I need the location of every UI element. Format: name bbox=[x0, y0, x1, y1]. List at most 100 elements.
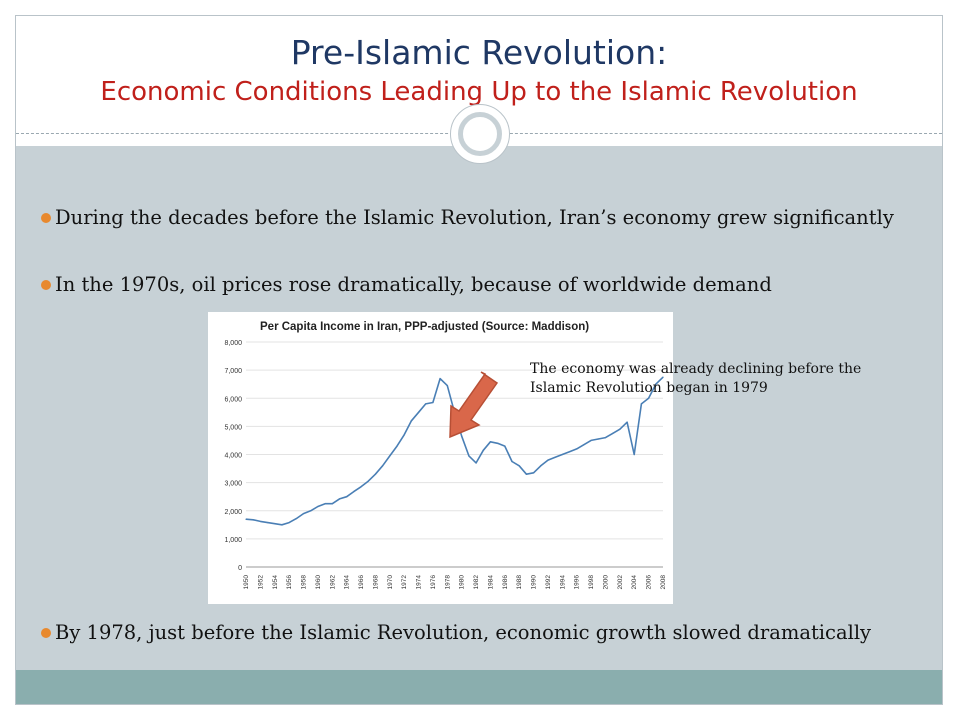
data-point bbox=[568, 451, 571, 453]
y-tick-label: 0 bbox=[238, 565, 242, 572]
data-point bbox=[252, 519, 254, 521]
x-tick-label: 2002 bbox=[617, 575, 624, 590]
x-tick-label: 1998 bbox=[588, 575, 595, 590]
data-point bbox=[554, 456, 556, 458]
data-point bbox=[331, 503, 333, 505]
data-point bbox=[511, 460, 513, 463]
data-point bbox=[382, 465, 384, 467]
data-point bbox=[475, 462, 477, 464]
x-tick-label: 1978 bbox=[444, 575, 451, 590]
data-point bbox=[525, 473, 527, 475]
x-tick-label: 1992 bbox=[545, 575, 552, 590]
data-point bbox=[295, 518, 297, 520]
x-tick-label: 1960 bbox=[315, 575, 322, 590]
x-tick-label: 1956 bbox=[286, 575, 293, 590]
data-point bbox=[640, 403, 643, 405]
title-area: Pre-Islamic Revolution: Economic Conditi… bbox=[15, 15, 943, 135]
data-point bbox=[532, 472, 535, 474]
y-tick-label: 6,000 bbox=[224, 396, 242, 403]
x-tick-label: 1990 bbox=[531, 575, 538, 590]
data-point bbox=[662, 376, 664, 378]
data-point bbox=[245, 518, 247, 520]
circle-ornament-icon bbox=[450, 104, 510, 164]
x-tick-label: 1970 bbox=[387, 575, 394, 590]
data-point bbox=[648, 397, 650, 399]
chart-title: Per Capita Income in Iran, PPP-adjusted … bbox=[260, 321, 589, 333]
data-point bbox=[504, 445, 506, 447]
bullet-text: By 1978, just before the Islamic Revolut… bbox=[55, 621, 872, 644]
data-point bbox=[633, 453, 635, 456]
slide-title: Pre-Islamic Revolution: bbox=[290, 33, 668, 72]
bullet-item: During the decades before the Islamic Re… bbox=[41, 205, 923, 231]
y-tick-label: 8,000 bbox=[224, 340, 242, 347]
series-line bbox=[245, 376, 664, 526]
x-tick-label: 1972 bbox=[401, 575, 408, 590]
bullet-marker-icon bbox=[41, 628, 51, 638]
x-tick-label: 1962 bbox=[329, 575, 336, 590]
chart-annotation: The economy was already declining before… bbox=[530, 361, 862, 396]
y-tick-label: 1,000 bbox=[224, 537, 242, 544]
ornament-ring bbox=[458, 112, 502, 156]
data-point bbox=[446, 384, 448, 387]
bullet-marker-icon bbox=[41, 213, 51, 223]
footer-band bbox=[16, 670, 942, 704]
data-point bbox=[626, 421, 628, 423]
data-point bbox=[403, 434, 405, 436]
x-tick-label: 1952 bbox=[257, 575, 264, 590]
y-tick-label: 5,000 bbox=[224, 424, 242, 431]
x-tick-label: 1988 bbox=[516, 575, 523, 590]
data-point bbox=[367, 480, 369, 482]
data-point bbox=[497, 442, 499, 444]
data-point bbox=[281, 524, 283, 526]
y-tick-label: 4,000 bbox=[224, 453, 242, 460]
x-tick-label: 1976 bbox=[430, 575, 437, 590]
x-tick-label: 1996 bbox=[574, 575, 581, 590]
data-point bbox=[655, 383, 657, 385]
x-tick-label: 1950 bbox=[243, 575, 250, 590]
data-point bbox=[360, 486, 362, 488]
x-tick-label: 2004 bbox=[631, 575, 638, 590]
x-tick-label: 1964 bbox=[344, 575, 351, 590]
bullet-text: In the 1970s, oil prices rose dramatical… bbox=[55, 273, 772, 296]
x-tick-label: 1954 bbox=[272, 575, 279, 590]
data-point bbox=[317, 505, 319, 508]
data-point bbox=[259, 520, 261, 523]
data-point bbox=[346, 496, 348, 498]
income-chart: Per Capita Income in Iran, PPP-adjusted … bbox=[208, 312, 673, 604]
y-tick-label: 3,000 bbox=[224, 481, 242, 488]
data-point bbox=[489, 441, 492, 443]
data-point bbox=[561, 453, 563, 456]
x-tick-label: 1966 bbox=[358, 575, 365, 590]
data-point bbox=[266, 521, 269, 524]
chart-svg: Per Capita Income in Iran, PPP-adjusted … bbox=[224, 321, 667, 590]
x-tick-label: 2008 bbox=[660, 575, 667, 590]
y-tick-label: 2,000 bbox=[224, 509, 242, 516]
x-tick-label: 1958 bbox=[301, 575, 308, 590]
data-point bbox=[604, 437, 607, 439]
y-axis-ticks: 0 1,000 2,000 3,000 4,000 5,000 6,000 7,000 8,00… bbox=[224, 340, 242, 572]
bullet-text: During the decades before the Islamic Re… bbox=[55, 206, 894, 229]
y-tick-label: 7,000 bbox=[224, 368, 242, 375]
bullet-marker-icon bbox=[41, 280, 51, 290]
data-point bbox=[324, 503, 326, 505]
data-point bbox=[274, 523, 276, 525]
data-point bbox=[482, 449, 484, 451]
data-point bbox=[583, 444, 585, 446]
data-point bbox=[417, 411, 420, 413]
data-point bbox=[468, 455, 470, 457]
data-point bbox=[547, 459, 549, 461]
x-tick-label: 1982 bbox=[473, 575, 480, 590]
data-point bbox=[288, 521, 290, 524]
x-axis-ticks: 1950 1952 1954 1956 1958 1960 1962 1964 1966 1968… bbox=[243, 575, 667, 590]
data-point bbox=[576, 448, 578, 450]
data-point bbox=[597, 438, 599, 440]
data-point bbox=[612, 432, 614, 435]
x-tick-label: 1984 bbox=[487, 575, 494, 590]
data-point bbox=[619, 428, 621, 430]
x-tick-label: 1980 bbox=[459, 575, 466, 590]
x-tick-label: 2006 bbox=[646, 575, 653, 590]
x-tick-label: 1986 bbox=[502, 575, 509, 590]
data-point bbox=[389, 455, 391, 457]
data-point bbox=[453, 411, 456, 413]
x-tick-label: 1968 bbox=[372, 575, 379, 590]
